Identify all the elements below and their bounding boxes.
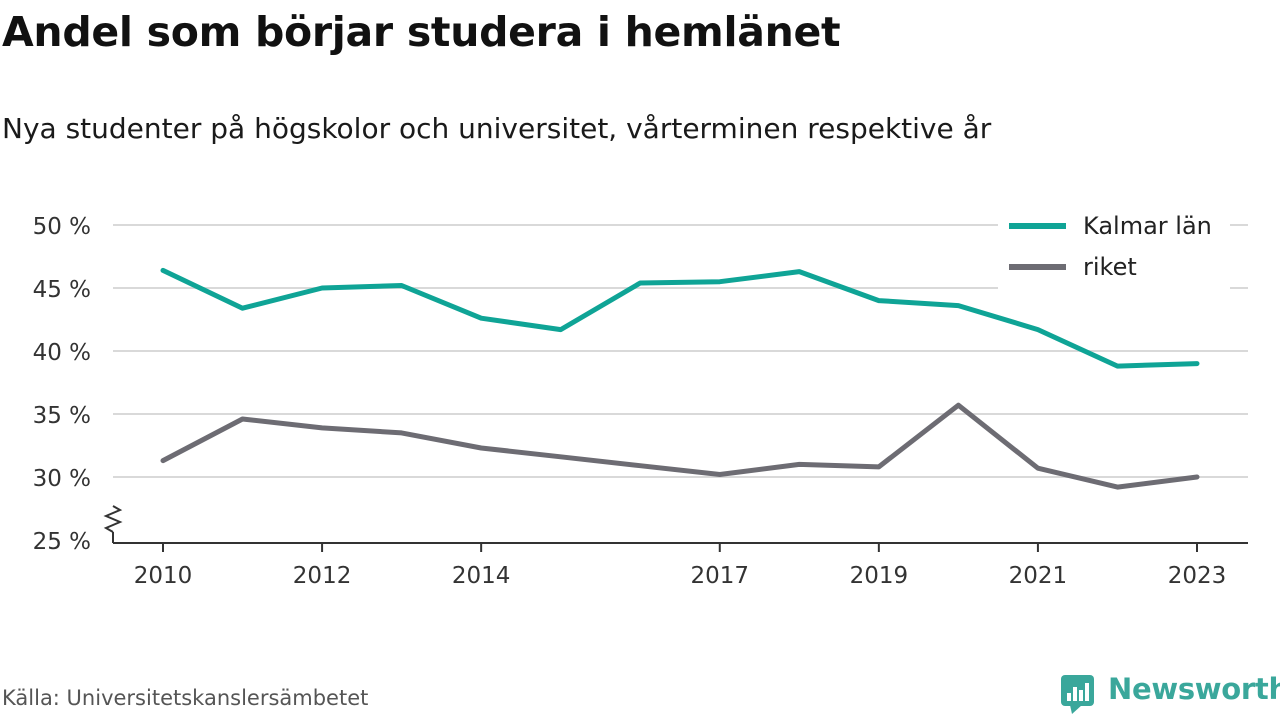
y-tick-label: 45 % [33, 277, 91, 303]
x-tick-label: 2019 [850, 563, 909, 589]
x-tick-label: 2014 [452, 563, 511, 589]
legend: Kalmar län riket [998, 203, 1230, 289]
legend-label-0: Kalmar län [1083, 212, 1212, 240]
y-tick-label: 25 % [33, 529, 91, 555]
source-note: Källa: Universitetskanslersämbetet [2, 686, 369, 710]
y-tick-label: 50 % [33, 214, 91, 240]
legend-label-1: riket [1083, 253, 1137, 281]
series-line-0 [160, 267, 1200, 369]
y-tick-label: 30 % [33, 466, 91, 492]
axes: 25 % 30 % 35 % 40 % 45 % 50 % 2010 2012 2014 2017… [33, 214, 1248, 589]
series-line-1 [160, 402, 1200, 490]
x-tick-label: 2010 [134, 563, 193, 589]
x-tick-label: 2012 [293, 563, 352, 589]
chart-title: Andel som börjar studera i hemlänet [2, 8, 841, 56]
series-lines [160, 267, 1200, 490]
legend-background [998, 203, 1230, 289]
y-tick-label: 40 % [33, 340, 91, 366]
brand-logo: Newsworthy [1060, 672, 1280, 716]
brand-name: Newsworthy [1108, 672, 1280, 706]
chart-subtitle: Nya studenter på högskolor och universit… [2, 112, 992, 145]
x-tick-label: 2021 [1009, 563, 1068, 589]
x-tick-label: 2017 [690, 563, 749, 589]
y-tick-label: 35 % [33, 403, 91, 429]
axis-break-marker [103, 505, 123, 533]
newsworthy-logo-icon [1061, 675, 1094, 714]
x-tick-label: 2023 [1168, 563, 1227, 589]
